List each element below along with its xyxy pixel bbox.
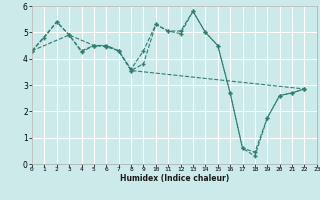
X-axis label: Humidex (Indice chaleur): Humidex (Indice chaleur): [120, 174, 229, 183]
